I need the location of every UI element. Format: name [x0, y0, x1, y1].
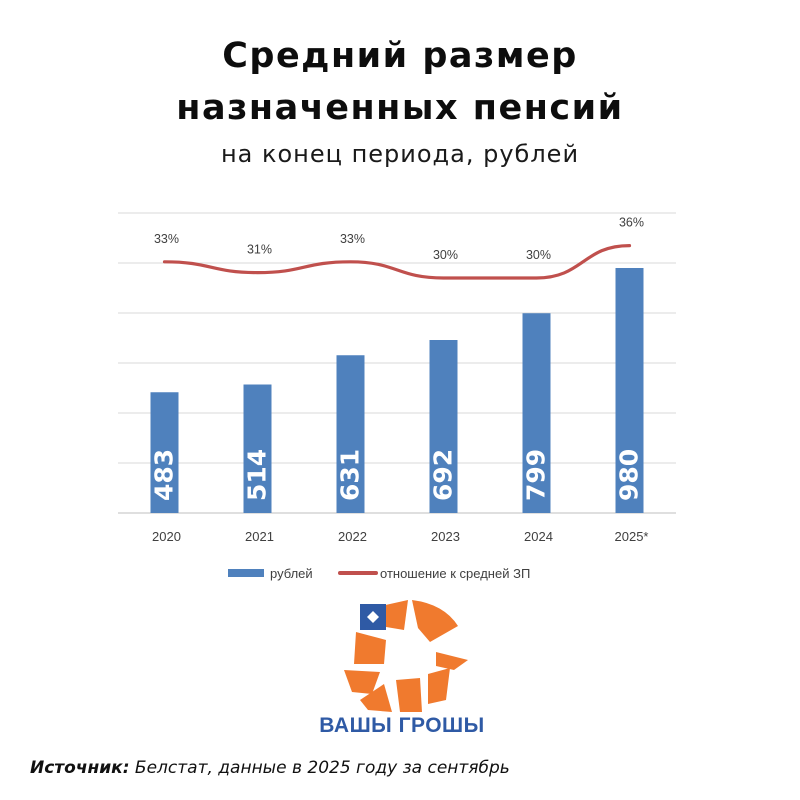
logo-segment: [412, 600, 458, 642]
ratio-label: 33%: [340, 232, 365, 246]
ratio-label: 31%: [247, 243, 272, 257]
bar-value-label: 514: [243, 449, 272, 501]
source-text: Белстат, данные в 2025 году за сентябрь: [129, 758, 510, 778]
logo-segment: [360, 684, 392, 712]
chart: 483 514 631 692 799 980 33% 31% 33% 30% 30% 36% 20…: [118, 212, 676, 737]
bar-value-labels: 483 514 631 692 799 980: [150, 449, 644, 501]
x-tick-label: 2025*: [615, 529, 649, 544]
x-tick-label: 2021: [245, 529, 274, 544]
bar-value-label: 483: [150, 449, 179, 501]
x-tick-label: 2024: [524, 529, 553, 544]
bar-value-label: 799: [522, 449, 551, 501]
logo-segment: [436, 652, 468, 670]
x-tick-label: 2022: [338, 529, 367, 544]
x-axis-ticks: 2020 2021 2022 2023 2024 2025*: [152, 529, 648, 544]
ratio-label: 30%: [433, 248, 458, 262]
subtitle: на конец периода, рублей: [220, 140, 580, 168]
ratio-label: 36%: [619, 216, 644, 230]
bar: [243, 384, 272, 513]
title-line-2: назначенных пенсий: [176, 88, 624, 128]
bar: [336, 355, 365, 513]
logo-segment: [428, 668, 450, 704]
legend-line-label: отношение к средней ЗП: [380, 566, 530, 581]
bar: [522, 313, 551, 513]
source-label: Источник:: [30, 758, 130, 778]
logo-segment: [344, 670, 380, 694]
logo-wordmark: ВАШЫ ГРОШЫ: [319, 714, 484, 737]
ratio-label: 33%: [154, 232, 179, 246]
title-line-1: Средний размер: [222, 36, 578, 76]
bar-value-label: 692: [429, 449, 458, 501]
bar-value-label: 980: [615, 449, 644, 501]
bar-value-label: 631: [336, 449, 365, 501]
legend-bar-label: рублей: [270, 566, 313, 581]
x-tick-label: 2023: [431, 529, 460, 544]
bar: [429, 340, 458, 513]
source-note: Источник: Белстат, данные в 2025 году за…: [30, 758, 510, 778]
legend: рублей отношение к средней ЗП: [228, 566, 530, 581]
bar: [150, 392, 179, 513]
x-tick-label: 2020: [152, 529, 181, 544]
ratio-label: 30%: [526, 248, 551, 262]
bar-series: [150, 268, 644, 513]
ratio-line-series: [162, 244, 632, 280]
chart-grid: [118, 212, 676, 514]
logo-segment: [396, 678, 422, 712]
legend-bar-swatch: [228, 569, 264, 577]
logo-segment: [354, 632, 386, 664]
bar: [615, 268, 644, 513]
ratio-line: [162, 244, 632, 280]
ratio-labels: 33% 31% 33% 30% 30% 36%: [154, 216, 644, 262]
logo-mark: [344, 600, 468, 712]
logo: ВАШЫ ГРОШЫ: [319, 600, 484, 737]
